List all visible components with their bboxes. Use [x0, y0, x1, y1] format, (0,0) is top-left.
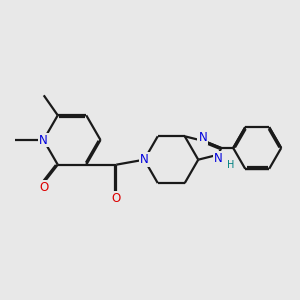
Text: O: O — [39, 181, 48, 194]
Text: O: O — [112, 192, 121, 205]
Text: N: N — [198, 131, 207, 144]
Text: N: N — [214, 152, 223, 165]
Text: H: H — [226, 160, 234, 170]
Text: N: N — [140, 153, 148, 166]
Text: N: N — [39, 134, 48, 146]
